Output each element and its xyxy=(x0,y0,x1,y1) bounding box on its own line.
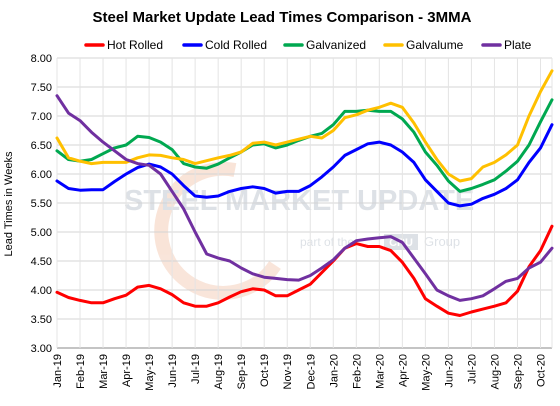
watermark-logo: STEEL MARKET UPDATE part of the CRU Grou… xyxy=(124,161,474,300)
x-tick-label: May-20 xyxy=(420,354,432,391)
x-tick-label: Jan-20 xyxy=(328,354,340,388)
y-tick-label: 6.00 xyxy=(31,169,52,181)
legend-label-galvalume: Galvalume xyxy=(406,38,464,52)
x-tick-label: Oct-19 xyxy=(259,354,271,387)
x-tick-label: Mar-20 xyxy=(374,354,386,389)
y-tick-label: 7.00 xyxy=(31,111,52,123)
x-tick-label: Nov-19 xyxy=(282,354,294,389)
series-line-hot-rolled xyxy=(55,224,554,317)
y-tick-label: 3.00 xyxy=(31,343,52,355)
legend-label-galvanized: Galvanized xyxy=(306,38,366,52)
x-tick-label: Jun-20 xyxy=(443,354,455,388)
watermark-partner-prefix: part of the xyxy=(300,235,354,249)
x-tick-label: Sep-20 xyxy=(512,354,524,389)
y-axis-tick-labels: 3.00 3.50 4.00 4.50 5.00 5.50 6.00 6.50 7.00 7.50… xyxy=(31,53,52,355)
x-tick-label: Apr-20 xyxy=(397,354,409,387)
legend-label-hot-rolled: Hot Rolled xyxy=(107,38,163,52)
x-tick-label: Oct-20 xyxy=(535,354,547,387)
y-axis-label: Lead Times in Weeks xyxy=(3,151,15,256)
series-line-galvalume xyxy=(55,69,554,183)
y-tick-label: 4.00 xyxy=(31,285,52,297)
chart-title: Steel Market Update Lead Times Compariso… xyxy=(93,9,472,26)
x-tick-label: Jun-19 xyxy=(167,354,179,388)
x-tick-label: Dec-19 xyxy=(305,354,317,389)
x-tick-label: Jan-19 xyxy=(52,354,64,388)
gridlines xyxy=(56,57,553,349)
y-tick-label: 5.00 xyxy=(31,227,52,239)
x-tick-label: Aug-19 xyxy=(213,354,225,389)
watermark-partner-suffix: Group xyxy=(424,234,460,249)
legend: Hot Rolled Cold Rolled Galvanized Galvalume… xyxy=(84,38,532,52)
legend-label-plate: Plate xyxy=(504,38,532,52)
x-tick-label: Feb-19 xyxy=(75,354,87,389)
y-tick-label: 3.50 xyxy=(31,314,52,326)
x-tick-label: May-19 xyxy=(144,354,156,391)
x-tick-label: Feb-20 xyxy=(351,354,363,389)
y-tick-label: 5.50 xyxy=(31,198,52,210)
y-tick-label: 4.50 xyxy=(31,256,52,268)
x-tick-label: Mar-19 xyxy=(98,354,110,389)
watermark-swoosh-icon xyxy=(154,161,281,300)
x-tick-label: Jul-20 xyxy=(466,354,478,384)
x-axis-tick-labels: Jan-19 Feb-19 Mar-19 Apr-19 May-19 Jun-19 Jul-… xyxy=(52,354,547,391)
x-tick-label: Jul-19 xyxy=(190,354,202,384)
x-tick-label: Apr-19 xyxy=(121,354,133,387)
y-tick-label: 7.50 xyxy=(31,82,52,94)
series-lines xyxy=(55,69,554,317)
y-tick-label: 8.00 xyxy=(31,53,52,65)
x-tick-label: Sep-19 xyxy=(236,354,248,389)
series-line-plate xyxy=(55,94,554,302)
legend-label-cold-rolled: Cold Rolled xyxy=(205,38,267,52)
x-tick-label: Aug-20 xyxy=(489,354,501,389)
y-tick-label: 6.50 xyxy=(31,140,52,152)
series-line-cold-rolled xyxy=(55,123,554,208)
